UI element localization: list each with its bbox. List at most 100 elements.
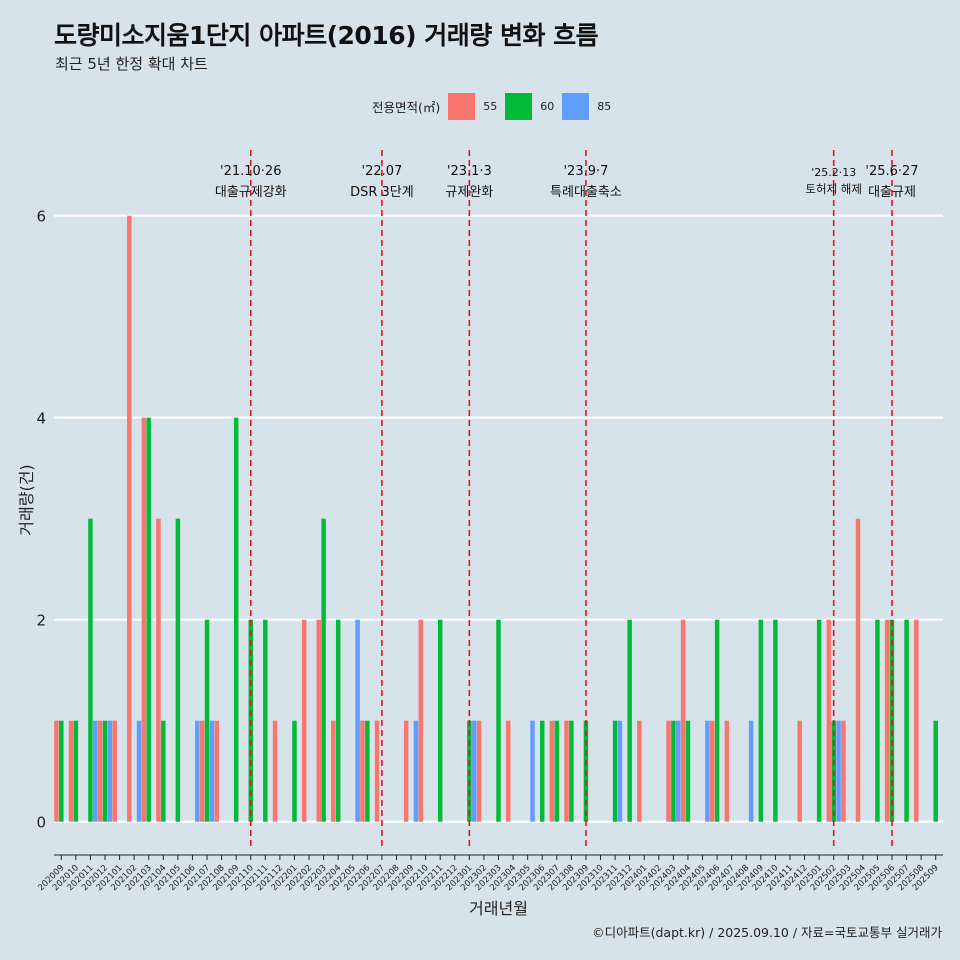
bar-55-202012 (97, 720, 103, 822)
bar-55-202009 (54, 720, 59, 822)
y-tick-label: 0 (36, 814, 46, 832)
event-label: 토허제 해제 (805, 182, 862, 196)
event-date: '23.1·3 (447, 164, 492, 179)
bar-55-202503 (841, 720, 846, 822)
bar-60-202201 (292, 720, 297, 822)
bar-55-202107 (199, 720, 205, 822)
event-date: '25.6·27 (865, 164, 918, 179)
bar-85-202311 (617, 720, 623, 822)
bar-85-202405 (705, 720, 710, 822)
bar-55-202504 (855, 518, 861, 822)
bar-85-202107 (209, 720, 215, 822)
legend-label-85: 85 (597, 99, 612, 113)
bar-55-202204 (331, 720, 336, 822)
bar-60-202312 (627, 619, 632, 822)
bar-60-202203 (321, 518, 326, 822)
legend-title: 전용면적(㎡) (372, 99, 441, 115)
bar-55-202108 (214, 720, 219, 822)
y-axis-title: 거래량(건) (17, 464, 36, 535)
bar-85-202408 (748, 720, 754, 822)
event-date: '23.9·7 (563, 164, 608, 179)
bar-60-202404 (685, 720, 691, 822)
bar-55-202010 (68, 720, 74, 822)
bar-60-202306 (539, 720, 545, 822)
chart-title: 도량미소지움1단지 아파트(2016) 거래량 변화 흐름 (54, 21, 599, 50)
bar-60-202501 (816, 619, 822, 822)
bar-60-202010 (73, 720, 79, 822)
bar-55-202407 (724, 720, 730, 822)
bar-60-202009 (59, 720, 64, 822)
legend-label-60: 60 (540, 99, 555, 113)
event-date: '21.10·26 (220, 164, 281, 179)
bar-55-202406 (710, 720, 715, 822)
y-tick-label: 2 (36, 612, 46, 630)
bar-60-202204 (335, 619, 341, 822)
bar-55-202206 (360, 720, 365, 822)
bar-60-202109 (233, 417, 239, 822)
source-caption: ©디아파트(dapt.kr) / 2025.09.10 / 자료=국토교통부 실… (592, 925, 942, 940)
legend-item-60: 60 (505, 92, 555, 120)
legend-label-55: 55 (483, 99, 498, 113)
bar-55-202506 (884, 619, 890, 822)
bar-60-202311 (612, 720, 618, 822)
x-axis-title: 거래년월 (469, 899, 528, 918)
bar-60-202410 (773, 619, 778, 822)
bar-85-202305 (530, 720, 535, 822)
bar-60-202211 (437, 619, 443, 822)
bar-55-202403 (666, 720, 671, 822)
bar-60-202104 (161, 720, 166, 822)
bar-55-202308 (564, 720, 569, 822)
bar-55-202307 (549, 720, 555, 822)
bar-55-202112 (272, 720, 278, 822)
bar-55-202508 (914, 619, 919, 822)
legend-swatch-55 (448, 92, 476, 120)
event-date: '25.2·13 (811, 166, 856, 179)
bar-85-202301 (471, 720, 477, 822)
bar-60-202103 (146, 417, 151, 822)
bar-60-202403 (671, 720, 676, 822)
bar-60-202406 (714, 619, 720, 822)
bar-55-202502 (826, 619, 832, 822)
bar-85-202106 (195, 720, 200, 822)
event-label: DSR 3단계 (350, 185, 414, 200)
bar-60-202011 (88, 518, 93, 822)
bar-85-202403 (676, 720, 681, 822)
y-tick-label: 6 (36, 208, 46, 226)
bar-55-202203 (316, 619, 321, 822)
event-date: '22.07 (362, 164, 403, 179)
bar-55-202304 (505, 720, 511, 822)
event-label: 대출규제강화 (215, 185, 287, 200)
bar-85-202502 (836, 720, 841, 822)
bar-85-202209 (413, 720, 419, 822)
legend-item-85: 85 (562, 92, 612, 120)
event-label: 특례대출축소 (550, 185, 622, 200)
legend: 전용면적(㎡) 55 60 85 (372, 92, 619, 120)
legend-item-55: 55 (448, 92, 498, 120)
bar-60-202509 (933, 720, 938, 822)
bar-60-202111 (263, 619, 268, 822)
bar-55-202207 (374, 720, 380, 822)
bar-60-202409 (758, 619, 764, 822)
bar-55-202412 (797, 720, 802, 822)
bar-60-202303 (496, 619, 501, 822)
bar-60-202107 (204, 619, 210, 822)
bar-85-202102 (136, 720, 142, 822)
bar-85-202011 (93, 720, 98, 822)
bar-55-202302 (476, 720, 482, 822)
bar-55-202101 (112, 720, 117, 822)
bar-55-202104 (156, 518, 161, 822)
bar-60-202105 (175, 518, 181, 822)
bar-60-202308 (569, 720, 574, 822)
bar-60-202507 (904, 619, 909, 822)
event-label: 대출규제 (868, 185, 916, 200)
bar-55-202102 (127, 215, 132, 822)
bar-60-202505 (875, 619, 880, 822)
bar-55-202404 (680, 619, 686, 822)
bar-60-202012 (102, 720, 108, 822)
y-tick-label: 4 (36, 410, 46, 428)
bar-55-202210 (418, 619, 424, 822)
bar-85-202205 (355, 619, 360, 822)
bar-55-202401 (637, 720, 642, 822)
bar-60-202307 (554, 720, 560, 822)
